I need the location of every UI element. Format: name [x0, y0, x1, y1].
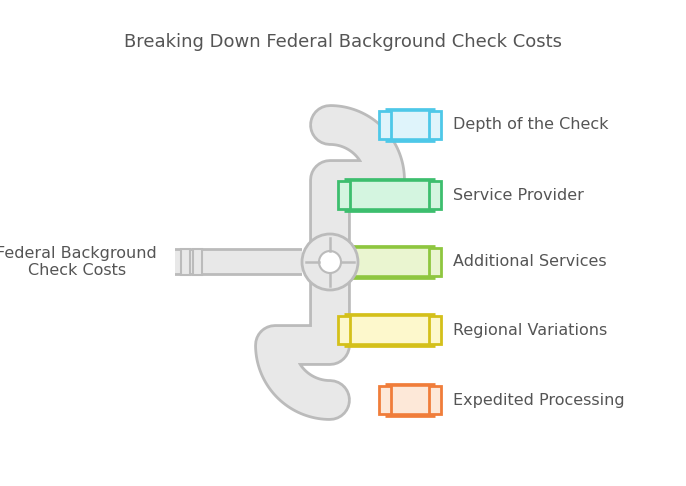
Text: Breaking Down Federal Background Check Costs: Breaking Down Federal Background Check C… [124, 33, 562, 51]
Text: Federal Background
Check Costs: Federal Background Check Costs [0, 246, 157, 278]
Text: Additional Services: Additional Services [453, 255, 606, 270]
Bar [429, 111, 441, 139]
Bar [338, 248, 350, 276]
Bar [379, 386, 391, 414]
Bar [429, 181, 441, 209]
Text: Depth of the Check: Depth of the Check [453, 118, 608, 133]
Bar [180, 249, 189, 275]
Bar [193, 249, 202, 275]
Bar [379, 111, 391, 139]
Bar [429, 248, 441, 276]
Text: Expedited Processing: Expedited Processing [453, 393, 625, 407]
Bar [338, 181, 350, 209]
Text: Service Provider: Service Provider [453, 188, 584, 203]
Bar [429, 316, 441, 344]
Circle shape [302, 234, 358, 290]
Bar [429, 386, 441, 414]
Bar [338, 316, 350, 344]
Text: Regional Variations: Regional Variations [453, 323, 607, 337]
Circle shape [319, 251, 341, 273]
